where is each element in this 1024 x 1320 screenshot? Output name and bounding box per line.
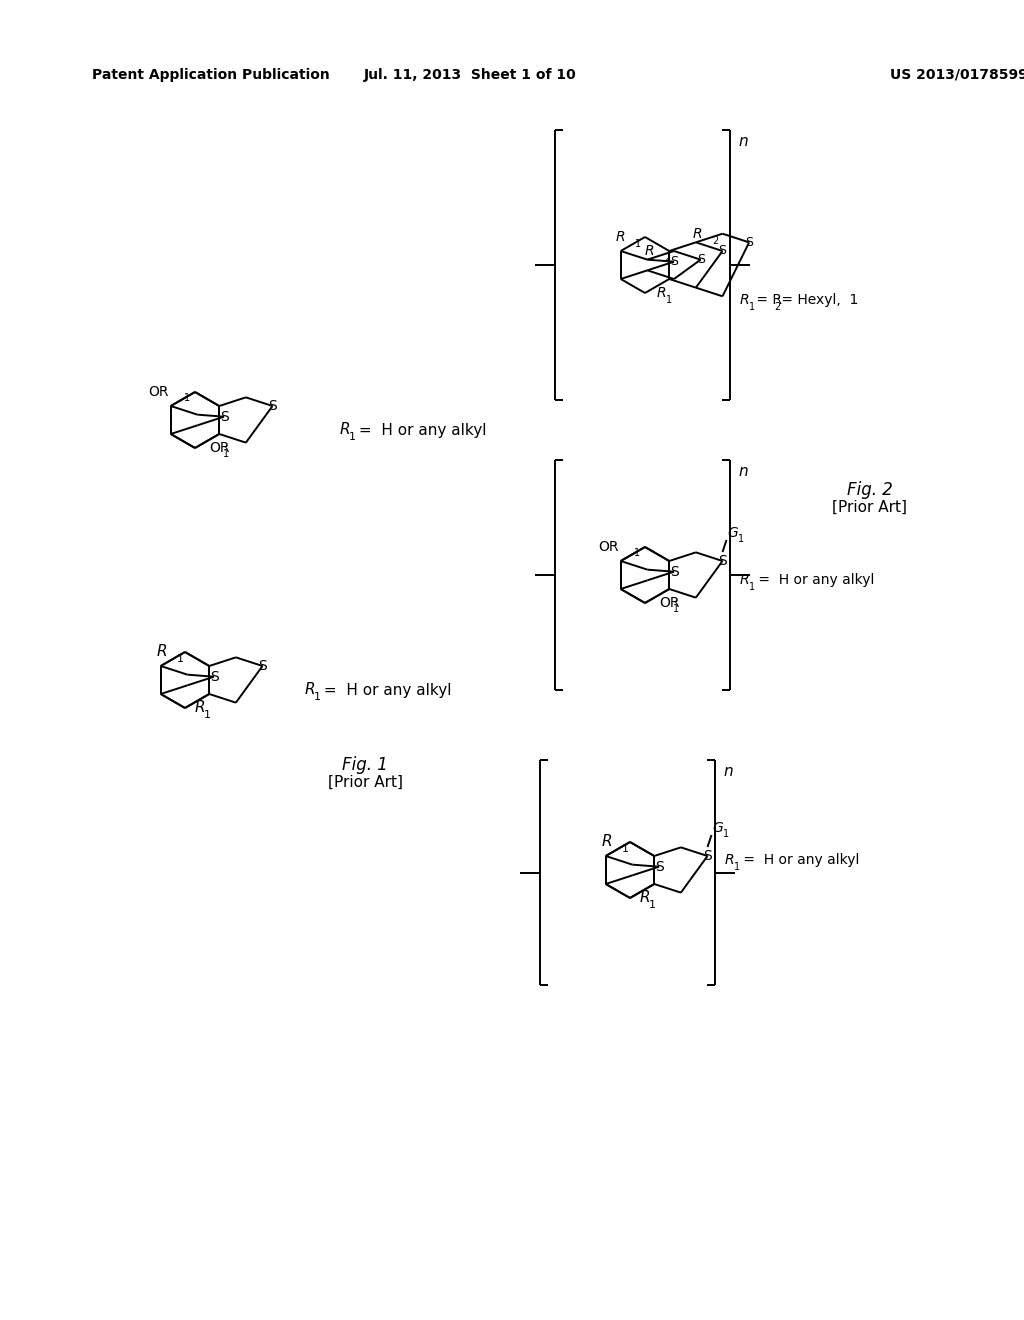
Text: R: R [305,682,315,697]
Text: S: S [718,554,727,568]
Text: US 2013/0178599 A1: US 2013/0178599 A1 [890,69,1024,82]
Text: 2: 2 [713,236,719,246]
Text: 1: 1 [749,582,755,591]
Text: 1: 1 [204,710,211,719]
Text: 1: 1 [184,393,190,403]
Text: S: S [210,669,218,684]
Text: OR: OR [209,441,229,455]
Text: R: R [195,701,206,715]
Text: 1: 1 [223,449,229,459]
Text: R: R [657,286,667,300]
Text: G: G [727,525,738,540]
Text: S: S [745,236,753,249]
Text: 1: 1 [635,239,641,249]
Text: 1: 1 [634,548,640,558]
Text: 1: 1 [314,692,321,702]
Text: 1: 1 [622,843,629,854]
Text: Fig. 1: Fig. 1 [342,756,388,774]
Text: =  H or any alkyl: = H or any alkyl [739,853,859,867]
Text: 1: 1 [737,535,743,544]
Text: 1: 1 [177,653,184,664]
Text: S: S [670,255,678,268]
Text: =  H or any alkyl: = H or any alkyl [354,422,486,437]
Text: S: S [670,565,678,578]
Text: S: S [719,244,726,257]
Text: =  H or any alkyl: = H or any alkyl [319,682,452,697]
Text: R: R [640,891,650,906]
Text: 1: 1 [673,605,679,614]
Text: OR: OR [659,597,680,610]
Text: S: S [696,253,705,267]
Text: R: R [740,293,750,308]
Text: OR: OR [598,540,618,554]
Text: = R: = R [752,293,782,308]
Text: 1: 1 [749,302,755,312]
Text: R: R [601,834,612,850]
Text: R: R [725,853,734,867]
Text: R: R [157,644,167,660]
Text: S: S [654,859,664,874]
Text: [Prior Art]: [Prior Art] [833,499,907,515]
Text: 1: 1 [649,900,656,909]
Text: R: R [340,422,350,437]
Text: n: n [738,465,748,479]
Text: OR: OR [148,385,169,399]
Text: n: n [723,764,732,780]
Text: R: R [740,573,750,587]
Text: R: R [644,244,654,257]
Text: S: S [703,849,712,863]
Text: 1: 1 [734,862,740,873]
Text: 1: 1 [666,294,672,305]
Text: 2: 2 [664,253,671,263]
Text: n: n [738,135,748,149]
Text: R: R [615,230,625,244]
Text: G: G [713,821,723,836]
Text: Fig. 2: Fig. 2 [847,480,893,499]
Text: S: S [258,659,267,673]
Text: Jul. 11, 2013  Sheet 1 of 10: Jul. 11, 2013 Sheet 1 of 10 [364,69,577,82]
Text: 1: 1 [723,829,729,840]
Text: S: S [219,409,228,424]
Text: = Hexyl,  1: = Hexyl, 1 [777,293,858,308]
Text: Patent Application Publication: Patent Application Publication [92,69,330,82]
Text: 2: 2 [774,302,780,312]
Text: R: R [693,227,702,240]
Text: S: S [268,399,276,413]
Text: [Prior Art]: [Prior Art] [328,775,402,789]
Text: 1: 1 [349,432,356,442]
Text: =  H or any alkyl: = H or any alkyl [754,573,874,587]
